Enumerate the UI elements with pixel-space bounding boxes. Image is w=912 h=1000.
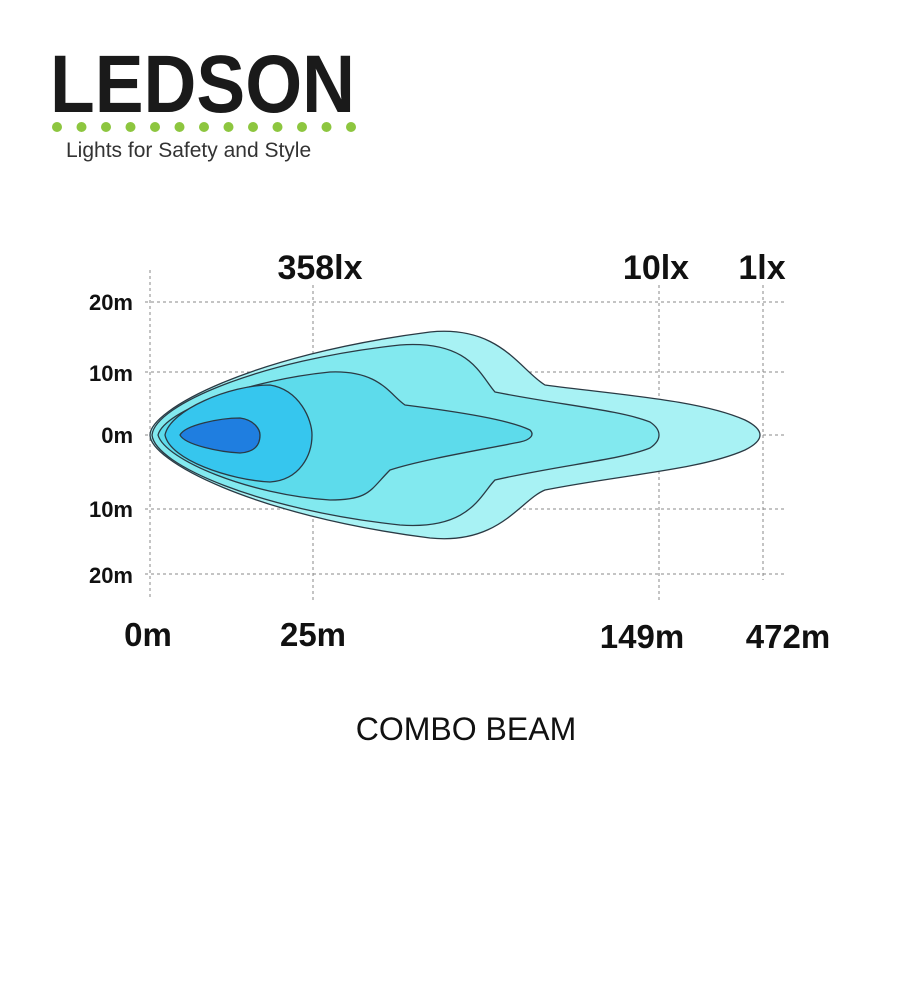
y-label: 20m xyxy=(89,290,133,315)
x-label: 25m xyxy=(280,616,346,653)
logo-brand: LEDSON xyxy=(50,39,355,130)
lux-label: 1lx xyxy=(738,249,785,287)
x-label: 472m xyxy=(746,618,830,655)
y-label: 0m xyxy=(101,423,133,448)
y-label: 20m xyxy=(89,563,133,588)
caption: COMBO BEAM xyxy=(356,711,576,747)
x-label: 149m xyxy=(600,618,684,655)
x-label: 0m xyxy=(124,616,172,653)
logo-tagline: Lights for Safety and Style xyxy=(66,139,311,162)
lux-label: 10lx xyxy=(623,249,689,287)
y-label: 10m xyxy=(89,361,133,386)
logo-dots xyxy=(52,122,356,132)
beam-pattern xyxy=(149,330,761,540)
y-label: 10m xyxy=(89,497,133,522)
lux-label: 358lx xyxy=(277,249,362,287)
